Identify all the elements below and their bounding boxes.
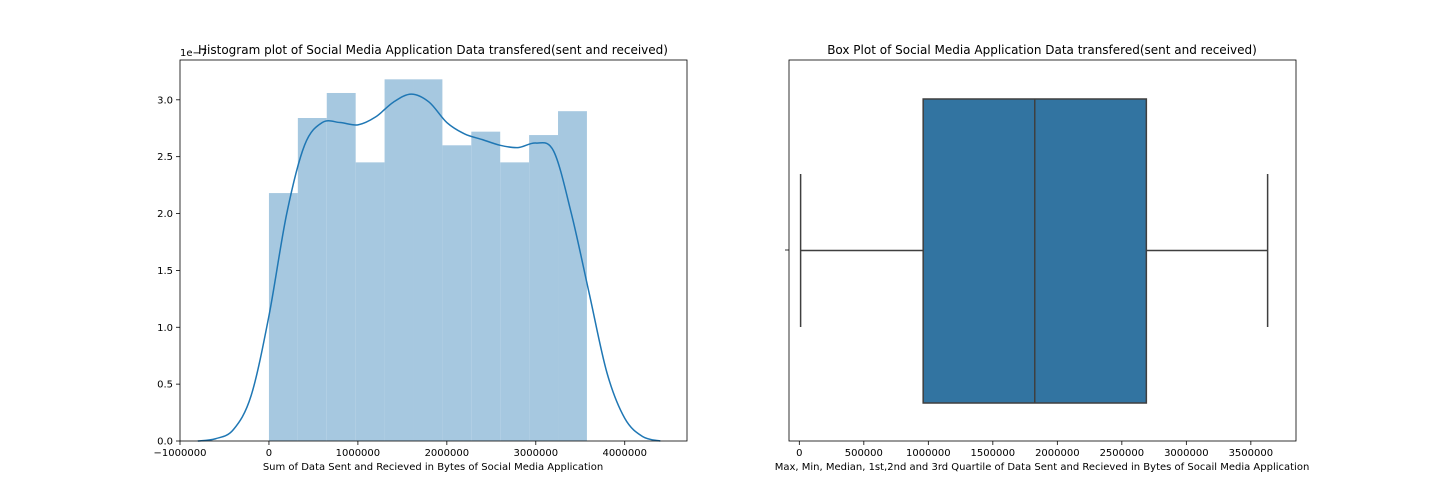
x-tick-label: 0	[796, 448, 802, 459]
histogram-bar	[529, 135, 559, 441]
histogram-title: Histogram plot of Social Media Applicati…	[198, 43, 668, 57]
histogram-bar	[471, 131, 501, 441]
y-tick-label: 3.0	[157, 95, 173, 106]
box-plot-title: Box Plot of Social Media Application Dat…	[827, 43, 1257, 57]
kde-line	[197, 93, 661, 442]
histogram-plot-frame	[179, 59, 688, 442]
x-tick-label: 3500000	[1229, 448, 1274, 459]
histogram-bars	[268, 79, 587, 442]
histogram-y-ticks: 0.0 0.5 1.0 1.5 2.0 2.5 3.0	[157, 95, 180, 448]
histogram-bar	[297, 118, 327, 441]
box-plot-panel: Box Plot of Social Media Application Dat…	[775, 43, 1310, 473]
box-plot-x-ticks: 0 500000 1000000 1500000 2000000 2500000 30000…	[796, 441, 1273, 459]
x-tick-label: 2000000	[425, 448, 470, 459]
box-plot-elements	[799, 98, 1269, 404]
y-offset-label: 1e−7	[180, 48, 207, 59]
y-tick-label: 0.0	[157, 437, 173, 448]
y-tick-label: 2.0	[157, 209, 173, 220]
x-tick-label: 3000000	[514, 448, 559, 459]
x-tick-label: 1000000	[906, 448, 951, 459]
x-tick-label: −1000000	[154, 448, 207, 459]
y-tick-label: 1.5	[157, 266, 173, 277]
x-tick-label: 2500000	[1100, 448, 1145, 459]
x-tick-label: 3000000	[1164, 448, 1209, 459]
x-tick-label: 1000000	[336, 448, 381, 459]
y-tick-label: 2.5	[157, 152, 173, 163]
y-tick-label: 1.0	[157, 323, 173, 334]
y-tick-label: 0.5	[157, 380, 173, 391]
histogram-bar	[384, 79, 414, 442]
histogram-panel: Histogram plot of Social Media Applicati…	[154, 43, 688, 473]
x-tick-label: 0	[266, 448, 272, 459]
histogram-bar	[355, 162, 385, 441]
histogram-x-axis-label: Sum of Data Sent and Recieved in Bytes o…	[263, 462, 603, 473]
histogram-bar	[442, 145, 472, 441]
histogram-bar	[500, 162, 530, 441]
box-plot-x-axis-label: Max, Min, Median, 1st,2nd and 3rd Quarti…	[775, 462, 1310, 473]
histogram-bar	[326, 92, 356, 441]
x-tick-label: 1500000	[971, 448, 1016, 459]
histogram-x-ticks: −1000000 0 1000000 2000000 3000000 4000000	[154, 441, 647, 459]
x-tick-label: 4000000	[602, 448, 647, 459]
histogram-bar	[413, 79, 443, 442]
histogram-bar	[558, 111, 587, 441]
box-plot-frame	[788, 59, 1297, 442]
x-tick-label: 500000	[845, 448, 883, 459]
x-tick-label: 2000000	[1035, 448, 1080, 459]
